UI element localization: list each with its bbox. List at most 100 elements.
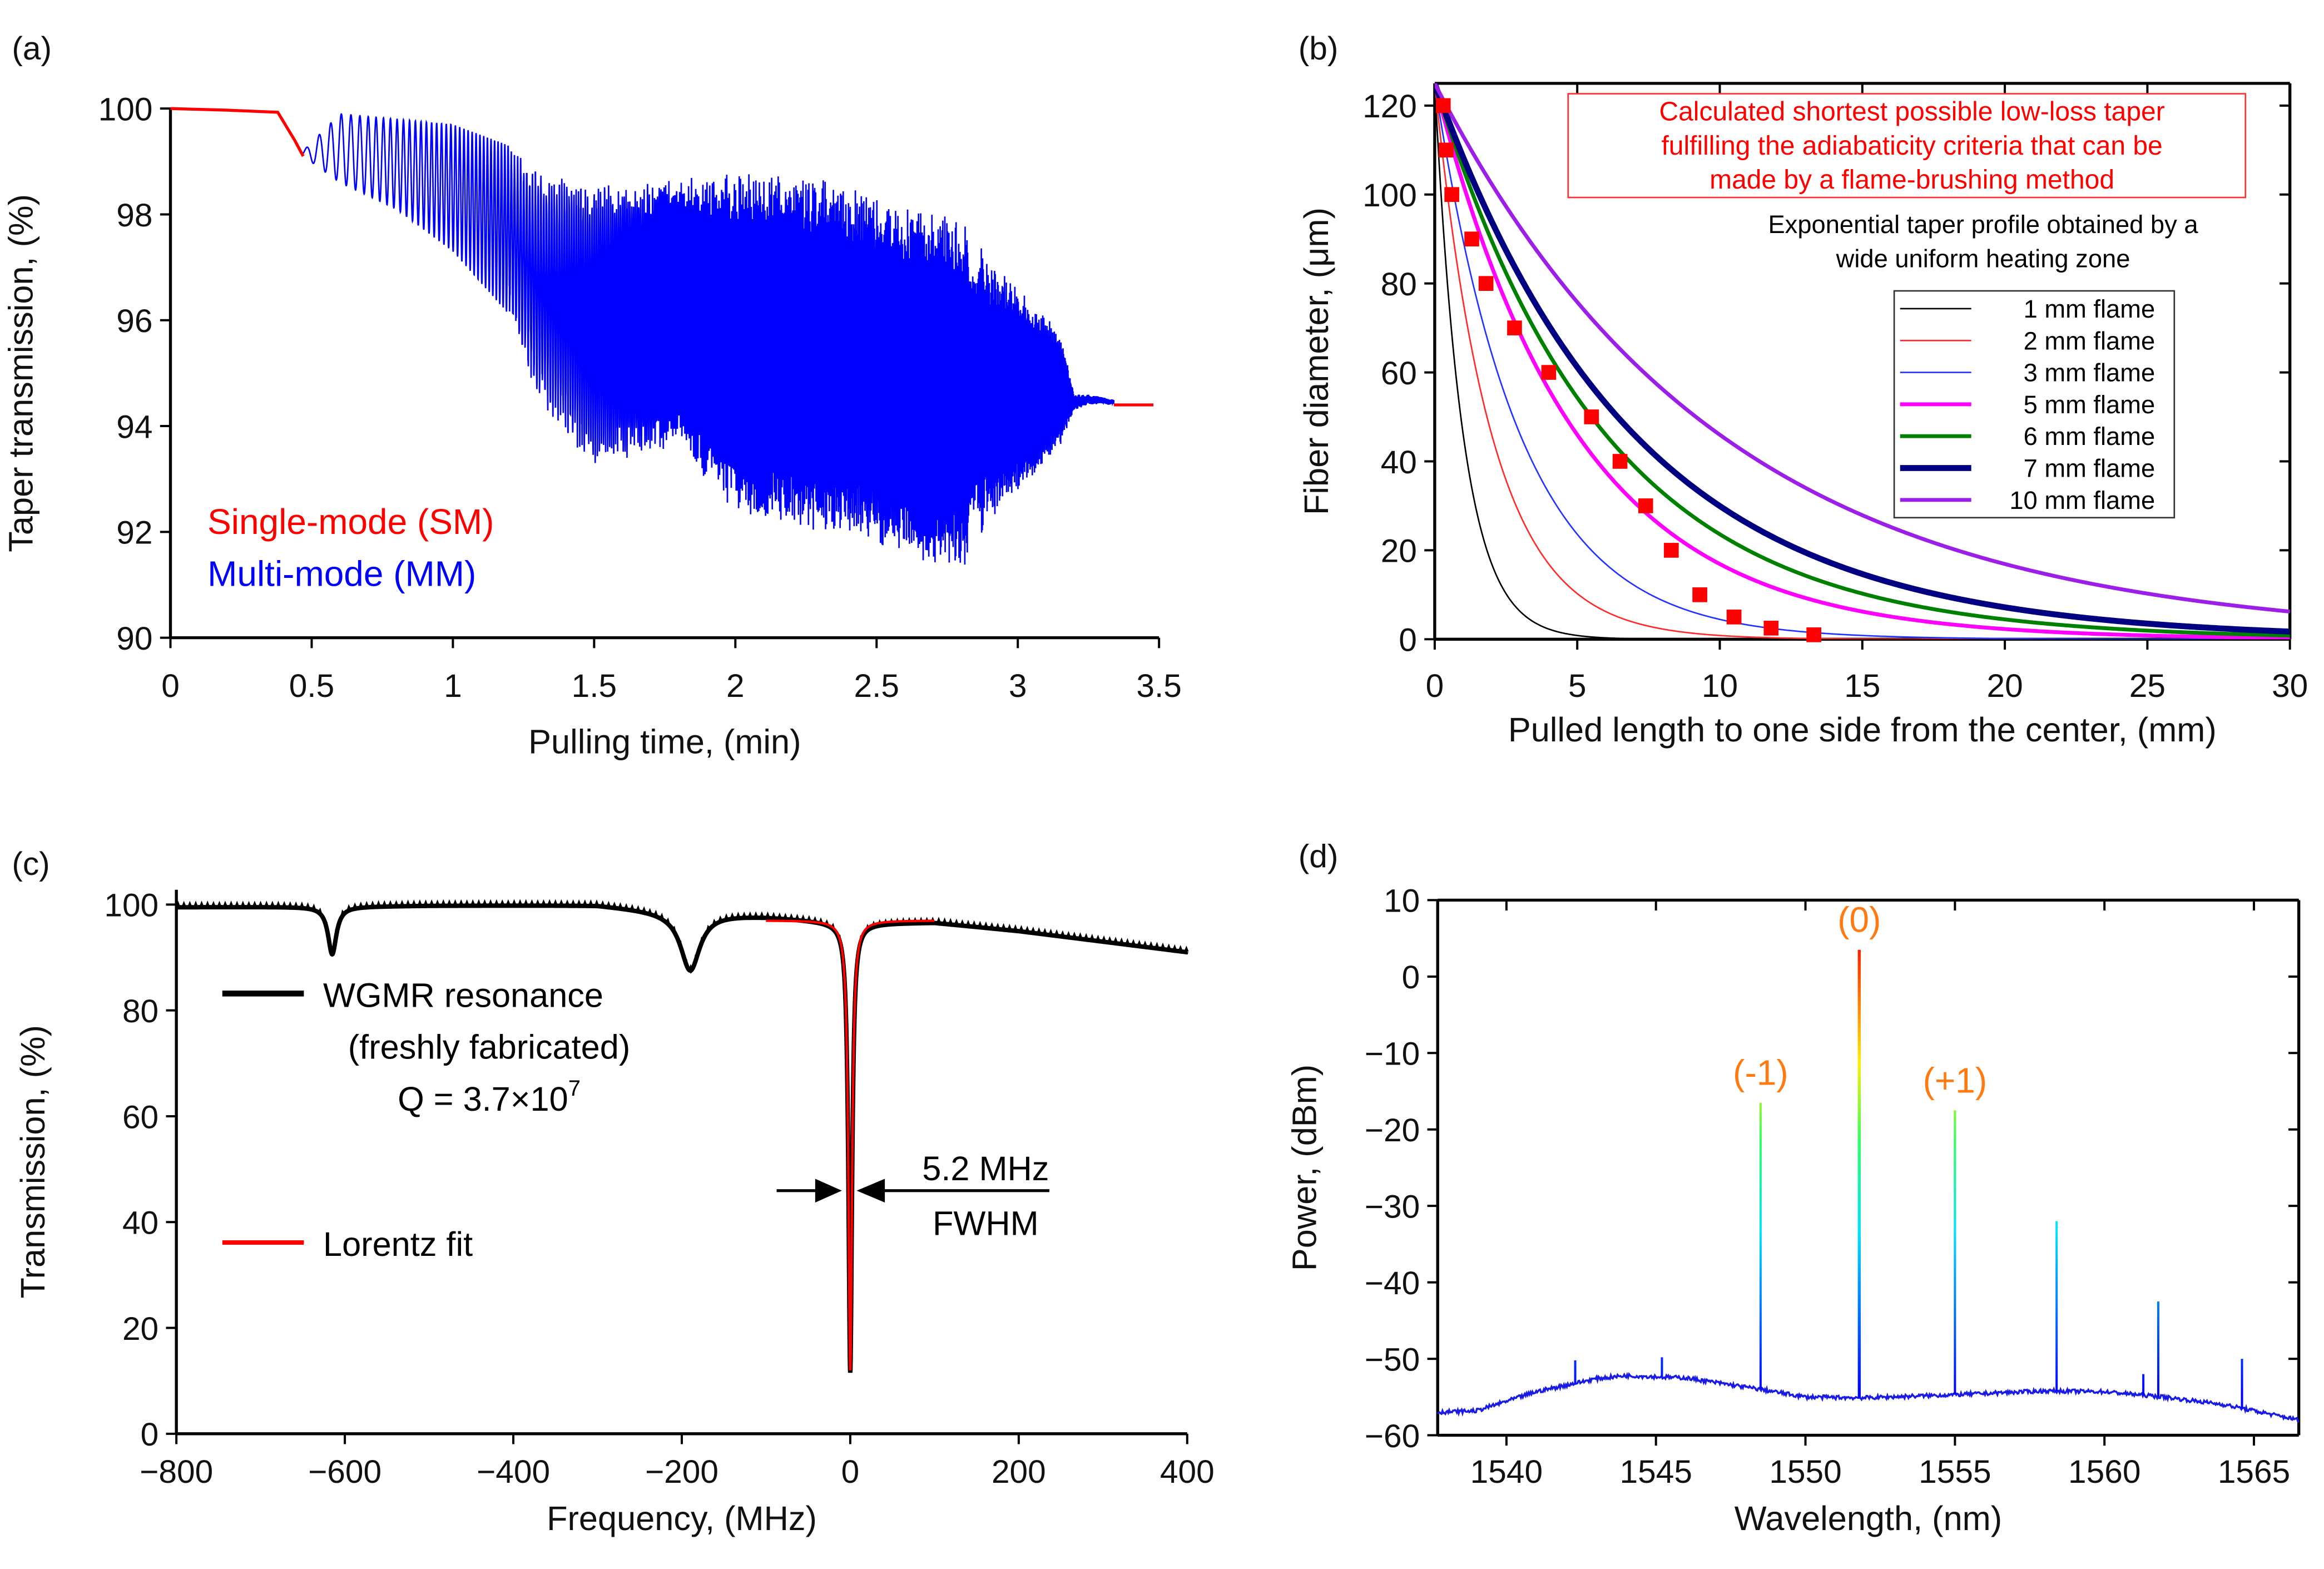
y-tick-label: −10 [1365, 1036, 1420, 1072]
calculated-point [1541, 365, 1557, 380]
y-tick-label: −60 [1365, 1418, 1420, 1454]
x-tick-label: 0 [841, 1454, 860, 1490]
curves [1434, 83, 2290, 640]
spectrum-baseline [1436, 1372, 2300, 1423]
curve-7mm [1434, 83, 2290, 635]
y-tick-label: 40 [122, 1205, 158, 1241]
calculated-point [1612, 454, 1628, 469]
legend-fresh: (freshly fabricated) [348, 1028, 630, 1066]
annotation-black-line: Exponential taper profile obtained by a [1768, 210, 2198, 239]
calculated-point [1763, 620, 1779, 636]
y-tick-label: 92 [116, 515, 152, 551]
calculated-point [1584, 409, 1599, 424]
legend-label: 5 mm flame [2024, 390, 2155, 419]
y-tick-label: 90 [116, 621, 152, 657]
wgmr-resonance-curve [176, 899, 1189, 1373]
x-tick-label: 30 [2272, 668, 2308, 704]
singlemode-signal-start [170, 107, 305, 157]
x-tick-label: 0 [1426, 668, 1444, 704]
x-tick-label: −200 [645, 1454, 718, 1490]
calculated-point [1507, 320, 1522, 335]
y-tick-label: 40 [1381, 444, 1417, 481]
x-tick-label: −400 [477, 1454, 550, 1490]
y-tick-label: −50 [1365, 1342, 1420, 1378]
y-tick-label: 20 [122, 1311, 158, 1347]
calculated-point [1478, 276, 1494, 291]
multimode-signal [303, 113, 1115, 565]
x-tick-label: 1545 [1620, 1454, 1692, 1490]
arrowhead-left-icon [856, 1179, 885, 1203]
annotation-red-line: made by a flame-brushing method [1709, 165, 2114, 195]
x-tick-label: 10 [1702, 668, 1738, 704]
y-tick-label: 0 [141, 1417, 159, 1453]
x-tick-label: 20 [1986, 668, 2023, 704]
x-tick-label: 3.5 [1136, 668, 1182, 704]
x-tick-label: 1550 [1769, 1454, 1841, 1490]
legend-label: 6 mm flame [2024, 422, 2155, 451]
chart-a: 0 0.5 1 1.5 2 2.5 3 3.5 90 92 94 96 98 100 Pulling tim… [2, 91, 1182, 760]
x-tick-label: 2.5 [854, 668, 900, 704]
y-axis-label: Fiber diameter, (μm) [1297, 207, 1335, 515]
legend-label: 3 mm flame [2024, 359, 2155, 387]
fwhm-value: 5.2 MHz [922, 1150, 1049, 1187]
curve-1mm [1434, 83, 2290, 640]
y-tick-label: 10 [1384, 883, 1420, 919]
curve-5mm [1434, 83, 2290, 640]
annotation-black-line: wide uniform heating zone [1836, 244, 2130, 273]
y-tick-label: 60 [122, 1099, 158, 1135]
calculated-point [1692, 587, 1707, 602]
legend-fit: Lorentz fit [323, 1225, 473, 1263]
y-tick-label: 80 [1381, 266, 1417, 303]
calculated-point [1435, 98, 1451, 113]
y-tick-label: 94 [116, 409, 152, 445]
x-axis-label: Pulled length to one side from the cente… [1508, 711, 2217, 749]
curve-2mm [1434, 83, 2290, 640]
x-tick-label: 2 [726, 668, 745, 704]
y-tick-label: 100 [104, 888, 158, 924]
x-axis-label: Pulling time, (min) [528, 723, 801, 761]
x-tick-label: 1560 [2068, 1454, 2140, 1490]
y-tick-label: 20 [1381, 533, 1417, 570]
x-tick-label: 1555 [1919, 1454, 1991, 1490]
calculated-point [1439, 142, 1454, 158]
q-factor-exponent: 7 [568, 1076, 581, 1101]
calculated-point [1664, 543, 1679, 558]
q-factor: Q = 3.7×107 [398, 1076, 581, 1118]
y-axis-label: Power, (dBm) [1286, 1065, 1324, 1271]
q-factor-base: Q = 3.7×10 [398, 1080, 568, 1118]
x-tick-label: −600 [308, 1454, 381, 1490]
calculated-point [1638, 498, 1653, 513]
x-tick-label: 0 [161, 668, 180, 704]
peak-label: (+1) [1923, 1060, 1988, 1100]
lorentz-fit-curve [766, 919, 935, 1370]
annotation-red-line: fulfilling the adiabaticity criteria tha… [1661, 131, 2162, 161]
y-axis-label: Transmission, (%) [14, 1025, 52, 1298]
chart-c: −800 −600 −400 −200 0 200 400 0 20 40 60 80 100 Frequ… [14, 888, 1215, 1537]
x-tick-label: 200 [992, 1454, 1046, 1490]
x-tick-label: 25 [2129, 668, 2166, 704]
x-tick-label: 3 [1009, 668, 1027, 704]
x-tick-label: −800 [140, 1454, 213, 1490]
curve-3mm [1434, 83, 2290, 640]
panel-label-d: (d) [1299, 839, 1339, 875]
y-tick-label: 0 [1402, 959, 1420, 996]
x-axis-label: Frequency, (MHz) [547, 1499, 817, 1537]
legend-multimode: Multi-mode (MM) [207, 553, 476, 593]
legend-label: 10 mm flame [2009, 486, 2155, 514]
x-tick-label: 400 [1160, 1454, 1215, 1490]
calculated-point [1464, 231, 1479, 247]
curve-10mm [1434, 83, 2290, 614]
y-tick-label: 100 [1362, 177, 1417, 214]
x-tick-label: 1.5 [572, 668, 617, 704]
annotation-box [1567, 93, 2247, 199]
panel-label-a: (a) [12, 31, 52, 67]
calculated-point [1444, 187, 1459, 202]
legend-label: 2 mm flame [2024, 326, 2155, 355]
y-tick-label: 98 [116, 197, 152, 234]
y-tick-label: 100 [98, 91, 153, 127]
peak-label: (-1) [1733, 1053, 1788, 1093]
arrowhead-right-icon [815, 1179, 842, 1203]
curve-6mm [1434, 83, 2290, 638]
y-tick-label: 0 [1399, 622, 1417, 659]
legend-singlemode: Single-mode (SM) [207, 502, 494, 542]
